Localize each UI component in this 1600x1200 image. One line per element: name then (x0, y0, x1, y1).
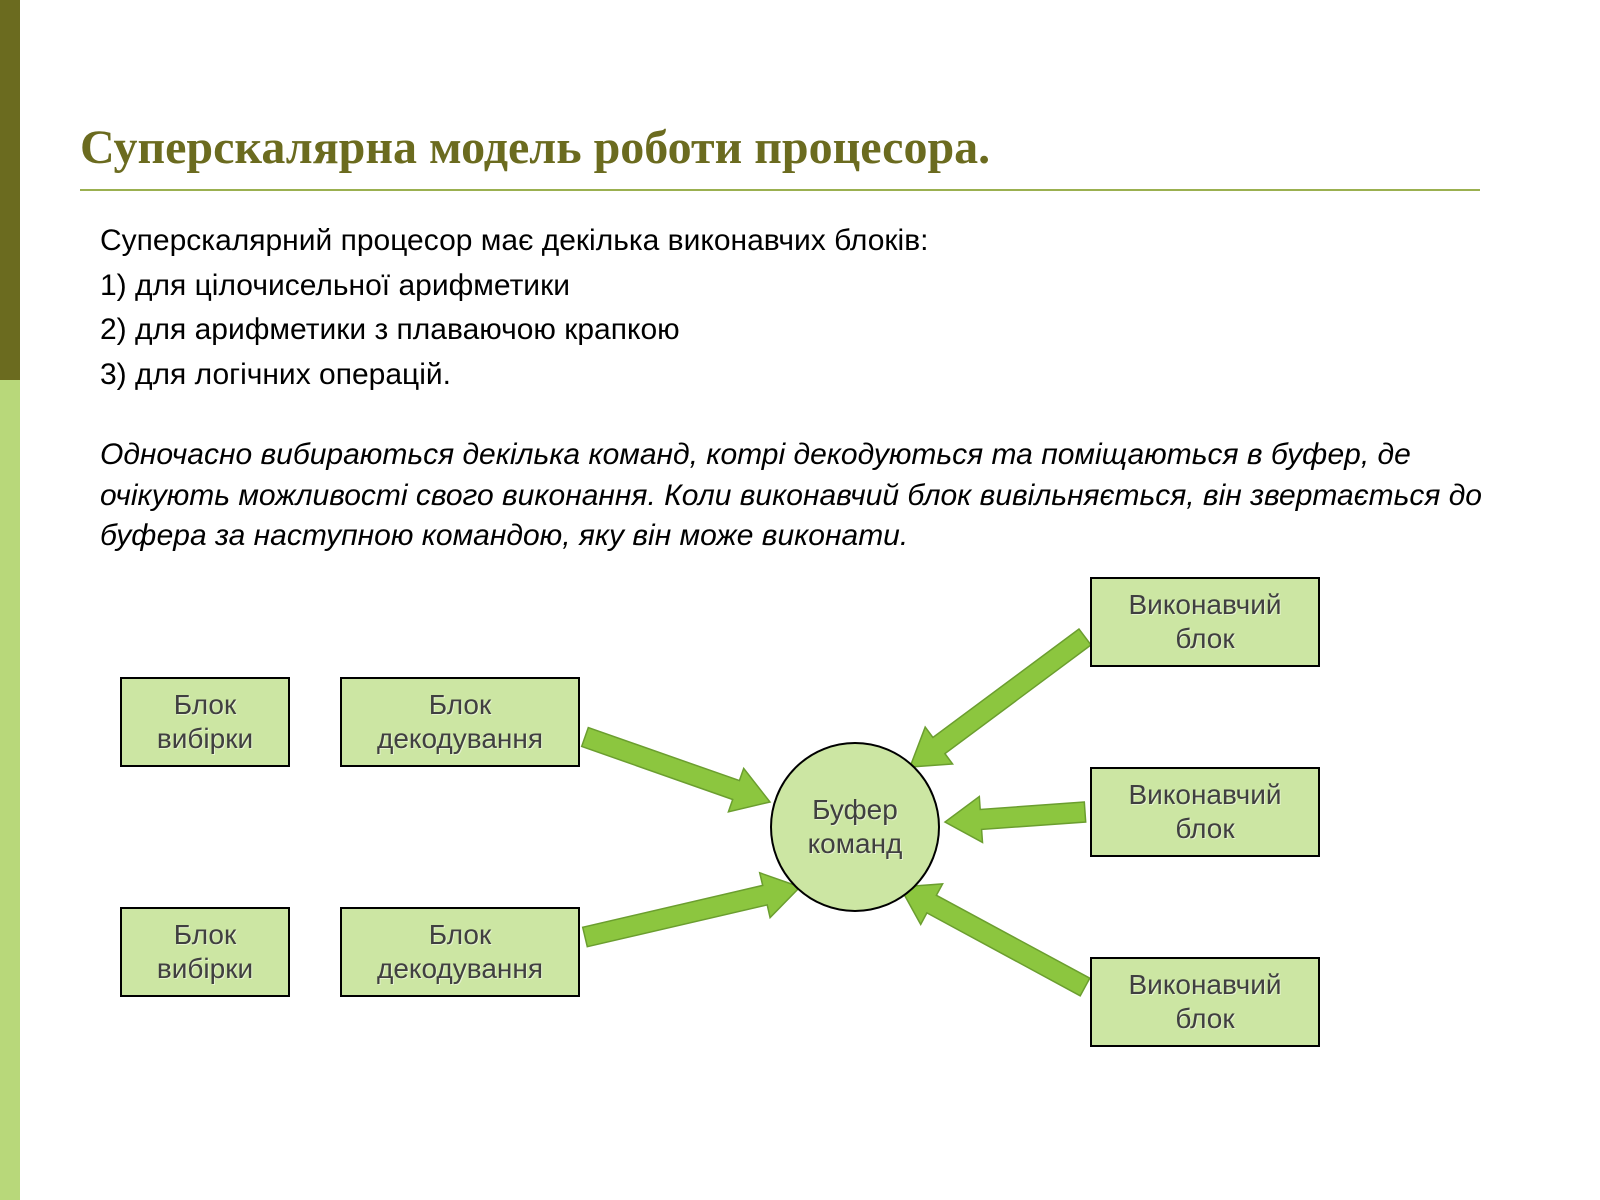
paragraph-item-3: 3) для логічних операцій. (100, 355, 1520, 396)
diagram-canvas: Блоквибірки Блоквибірки Блокдекодування Бло… (80, 567, 1520, 1087)
title-rule (80, 189, 1480, 191)
body-text-block-1: Суперскалярний процесор має декілька вик… (100, 221, 1520, 395)
paragraph-item-2: 2) для арифметики з плаваючою крапкою (100, 310, 1520, 351)
body-text-block-2: Одночасно вибираються декілька команд, к… (100, 435, 1520, 557)
slide-content: Суперскалярна модель роботи процесора. С… (80, 120, 1520, 1087)
arrow-decode2-to-buffer (583, 872, 800, 946)
arrow-exec2-to-buffer (945, 796, 1086, 842)
node-buffer: Буферкоманд (770, 742, 940, 912)
paragraph-item-1: 1) для цілочисельної арифметики (100, 266, 1520, 307)
node-exec2: Виконавчийблок (1090, 767, 1320, 857)
node-exec1: Виконавчийблок (1090, 577, 1320, 667)
arrow-exec1-to-buffer (910, 629, 1091, 767)
side-accent (0, 0, 20, 1200)
paragraph-intro: Суперскалярний процесор має декілька вик… (100, 221, 1520, 262)
arrow-exec3-to-buffer (900, 883, 1090, 995)
side-accent-dark (0, 0, 20, 380)
node-exec3: Виконавчийблок (1090, 957, 1320, 1047)
node-decode1: Блокдекодування (340, 677, 580, 767)
slide-title: Суперскалярна модель роботи процесора. (80, 120, 1520, 175)
arrow-decode1-to-buffer (582, 727, 770, 811)
node-decode2: Блокдекодування (340, 907, 580, 997)
paragraph-description: Одночасно вибираються декілька команд, к… (100, 435, 1520, 557)
spacer (80, 405, 1520, 435)
node-fetch2: Блоквибірки (120, 907, 290, 997)
node-fetch1: Блоквибірки (120, 677, 290, 767)
side-accent-light (0, 380, 20, 1200)
